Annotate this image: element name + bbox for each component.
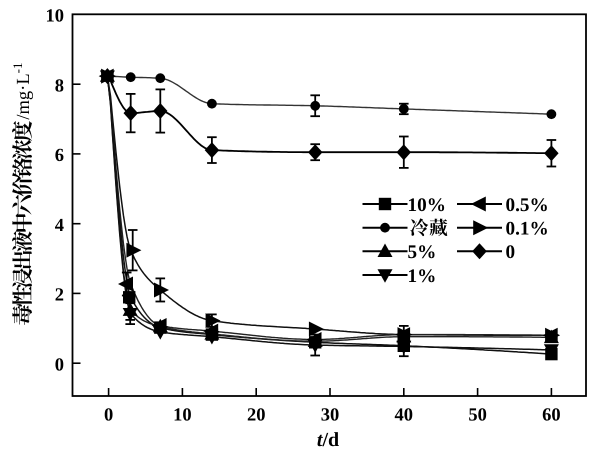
svg-text:10: 10 <box>46 7 65 27</box>
svg-text:60: 60 <box>542 406 561 426</box>
svg-text:20: 20 <box>247 406 266 426</box>
svg-text:40: 40 <box>395 406 414 426</box>
svg-text:4: 4 <box>55 216 64 236</box>
svg-text:0: 0 <box>55 356 64 376</box>
svg-text:1%: 1% <box>408 266 437 287</box>
svg-text:30: 30 <box>321 406 340 426</box>
svg-text:0: 0 <box>506 242 516 263</box>
svg-text:5%: 5% <box>408 242 437 263</box>
svg-text:0: 0 <box>104 406 113 426</box>
svg-text:10: 10 <box>173 406 192 426</box>
svg-text:t/d: t/d <box>317 429 339 451</box>
svg-text:6: 6 <box>55 146 64 166</box>
svg-text:8: 8 <box>55 77 64 97</box>
svg-text:50: 50 <box>468 406 487 426</box>
svg-text:0.5%: 0.5% <box>506 195 549 216</box>
svg-text:10%: 10% <box>408 195 446 216</box>
svg-text:0.1%: 0.1% <box>506 219 549 240</box>
svg-text:2: 2 <box>55 286 64 306</box>
